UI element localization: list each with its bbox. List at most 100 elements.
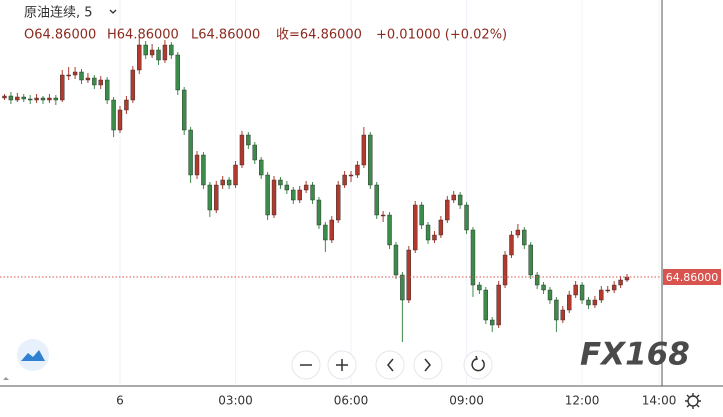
scroll-right-icon[interactable] [424, 358, 431, 372]
candle-body [303, 184, 309, 191]
candle-body [528, 244, 533, 276]
candle-body [445, 199, 450, 221]
candle-body [40, 97, 46, 101]
candle-body [252, 144, 257, 161]
candle-body [156, 49, 161, 61]
settings-teeth[interactable] [685, 393, 701, 409]
candle-body [393, 244, 399, 276]
candle-body [259, 159, 264, 176]
last-price-box [663, 269, 721, 285]
candle-body [374, 184, 379, 216]
high-value: H64.86000 [107, 28, 179, 43]
candle-body [207, 184, 213, 211]
candle-body [271, 179, 277, 216]
reset-icon[interactable] [471, 355, 485, 372]
candle-body [419, 204, 424, 226]
reset-button[interactable] [463, 350, 493, 380]
symbol[interactable]: 原油连续, 5 [24, 5, 93, 21]
watermark: FX168 [580, 337, 690, 373]
candle-body [534, 274, 540, 286]
change-value: +0.01000 (+0.02%) [376, 28, 507, 43]
candle-body [413, 204, 418, 251]
candle-body [355, 164, 360, 176]
candle-body [483, 289, 488, 321]
candle-body [85, 77, 91, 81]
candle-body [522, 229, 527, 246]
candle-body [618, 279, 623, 286]
candle-body [8, 95, 14, 101]
candle-body [464, 204, 469, 231]
settings-icon[interactable] [685, 393, 701, 409]
candle-body [579, 284, 585, 301]
candle-body [496, 284, 501, 326]
candle-body [380, 214, 386, 217]
candle-body [246, 134, 251, 146]
candle-body [265, 174, 270, 216]
scroll-left-icon[interactable] [387, 358, 394, 372]
candle-body [547, 289, 553, 301]
candle-body [53, 97, 59, 101]
candle-body [104, 79, 110, 101]
candle-body [201, 154, 206, 186]
candle-body [316, 199, 322, 226]
logo-shape[interactable] [21, 350, 45, 361]
open-value: O64.86000 [24, 28, 96, 43]
candle-body [368, 134, 373, 186]
candle-body [400, 274, 405, 301]
candle-body [66, 74, 71, 77]
candle-body [425, 224, 431, 241]
candle-body [162, 44, 168, 61]
x-tick-label: 12:00 [565, 394, 600, 408]
candle-body [181, 89, 187, 131]
candle-body [291, 189, 296, 201]
logo-icon[interactable] [17, 339, 49, 371]
candle-body [509, 234, 514, 256]
candle-body [124, 99, 129, 111]
symbol-chevron[interactable] [109, 9, 117, 14]
candle-body [348, 174, 354, 177]
candle-body [432, 234, 437, 241]
candle-body [278, 179, 283, 186]
candle-body [599, 289, 604, 301]
candle-body [72, 71, 78, 76]
candle-body [233, 164, 238, 186]
candle-body [2, 95, 7, 99]
x-tick-label: 14:00 [642, 394, 677, 408]
candle-body [515, 229, 521, 236]
candle-body [310, 184, 315, 201]
candle-body [502, 254, 508, 286]
candle-body [451, 194, 456, 201]
candle-body [406, 249, 411, 301]
candle-body [387, 214, 392, 246]
zoom-in-icon[interactable] [336, 359, 348, 371]
candle-body [573, 284, 578, 296]
candle-body [214, 184, 219, 211]
candle-body [60, 74, 65, 101]
candle-body [592, 299, 598, 306]
candle-body [21, 96, 26, 100]
x-tick-label: 09:00 [449, 394, 484, 408]
logo-circle[interactable] [17, 339, 49, 371]
candle-body [336, 184, 341, 221]
scroll-right-button[interactable] [413, 350, 443, 380]
candle-body [490, 319, 495, 326]
low-value: L64.86000 [191, 28, 260, 43]
candle-body [27, 98, 33, 101]
candle-body [438, 219, 444, 236]
candle-body [169, 44, 174, 56]
candle-body [188, 129, 193, 176]
candle-body [226, 179, 232, 186]
candle-body [361, 134, 367, 166]
candle-body [194, 154, 200, 176]
candle-body [342, 174, 347, 186]
axis-marker [3, 377, 9, 380]
candle-body [239, 134, 245, 166]
candle-body [34, 97, 39, 101]
candle-body [284, 184, 290, 191]
scroll-left-button[interactable] [375, 350, 405, 380]
x-tick-label: 6 [116, 394, 124, 408]
candle-body [605, 289, 610, 292]
nav-buttons [291, 350, 493, 380]
candle-body [457, 194, 463, 206]
